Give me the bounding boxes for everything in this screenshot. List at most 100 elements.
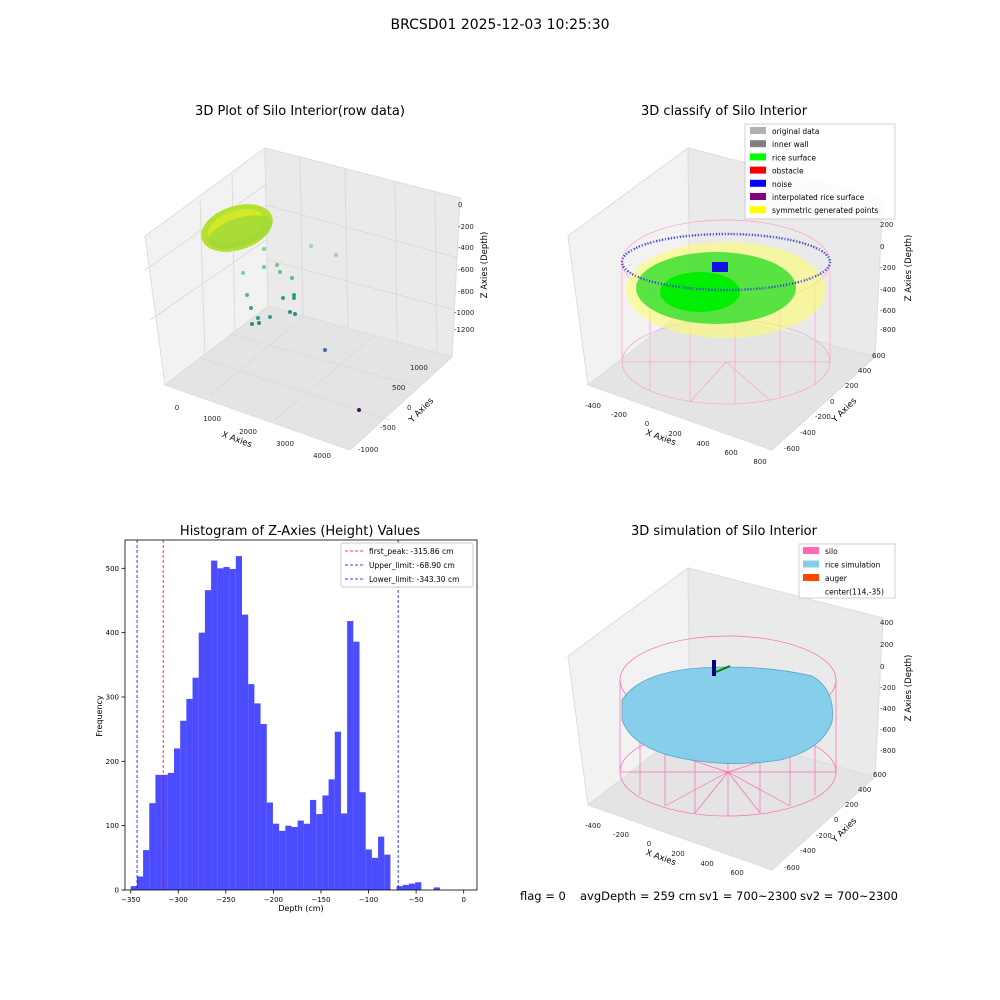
scatter-point <box>293 312 297 316</box>
histogram-bar <box>384 854 391 890</box>
legend-swatch <box>803 547 819 554</box>
sim-ytick: -200 <box>816 832 832 840</box>
legend-swatch <box>803 574 819 581</box>
classify-xtick: 0 <box>645 420 649 428</box>
legend-swatch <box>750 140 766 148</box>
classify-xtick: -200 <box>611 411 627 419</box>
legend-label: auger <box>825 574 848 583</box>
histogram-bar <box>322 795 329 890</box>
raw-xtick: 1000 <box>203 415 221 423</box>
raw-scatter-points <box>241 244 361 412</box>
scatter-point <box>292 296 296 300</box>
sim-ztick: 0 <box>880 663 884 671</box>
histogram-bar <box>211 560 218 890</box>
histogram-bar <box>303 823 311 890</box>
raw-ytick: -1000 <box>358 446 378 454</box>
scatter-point <box>250 322 254 326</box>
histogram-bar <box>359 792 366 890</box>
scatter-point <box>323 348 327 352</box>
y-tick-label: 100 <box>106 822 119 830</box>
histogram-bar <box>204 590 212 890</box>
raw-xtick: 3000 <box>276 440 294 448</box>
scatter-point <box>288 310 292 314</box>
y-tick-label: 200 <box>106 758 119 766</box>
simulation-3d-plot: -400 -200 0 200 400 600 600 400 200 0 -2… <box>567 543 914 877</box>
scatter-point <box>334 253 338 257</box>
classify-zlabel: Z Axies (Depth) <box>904 235 914 302</box>
x-tick-label: −200 <box>264 896 283 904</box>
x-tick-label: −50 <box>409 896 424 904</box>
raw-ztick: -1200 <box>454 326 474 334</box>
y-tick-label: 400 <box>106 629 119 637</box>
simulation-plot-title: 3D simulation of Silo Interior <box>631 524 817 539</box>
classify-ztick: 200 <box>880 221 893 229</box>
sim-ztick: -200 <box>880 684 896 692</box>
classify-ytick: 200 <box>845 382 858 390</box>
classify-ytick: 400 <box>858 367 871 375</box>
y-tick-label: 300 <box>106 693 119 701</box>
legend-swatch <box>750 166 766 174</box>
histogram-bar <box>378 836 385 890</box>
sim-ytick: -600 <box>784 864 800 872</box>
legend-label: obstacle <box>772 167 804 176</box>
classify-ztick: -200 <box>880 264 896 272</box>
classify-ztick: -400 <box>880 286 896 294</box>
histogram-bar <box>198 632 205 890</box>
histogram-bar <box>248 684 255 890</box>
raw-ztick: -200 <box>458 223 474 231</box>
histogram-bar <box>402 884 409 890</box>
classify-3d-plot: -400 -200 0 200 400 600 800 600 400 200 … <box>567 123 914 466</box>
histogram-bar <box>371 857 379 890</box>
sim-xtick: 400 <box>700 860 713 868</box>
histogram-bar <box>235 556 243 890</box>
y-tick-label: 500 <box>106 565 119 573</box>
x-tick-label: −100 <box>359 896 378 904</box>
scatter-point <box>309 244 313 248</box>
legend-label: rice surface <box>772 153 816 162</box>
histogram-bar <box>266 802 273 890</box>
sim-ytick: -400 <box>800 847 816 855</box>
legend-label: first_peak: -315.86 cm <box>369 547 453 556</box>
histogram-bar <box>408 883 416 890</box>
classify-point-cloud <box>620 232 832 338</box>
scatter-point <box>249 306 253 310</box>
histogram-bar <box>310 799 317 890</box>
classify-legend: original data inner wall rice surface obsta… <box>744 123 896 220</box>
scatter-point <box>245 293 249 297</box>
histogram-bar <box>229 568 236 890</box>
legend-label: interpolated rice surface <box>772 193 865 202</box>
histogram-bar <box>353 641 360 890</box>
classify-xtick: 800 <box>753 458 766 466</box>
raw-xtick: 2000 <box>239 428 257 436</box>
histogram-bar <box>279 830 286 890</box>
scatter-point <box>256 316 260 320</box>
histogram-bar <box>167 772 174 890</box>
scatter-point <box>292 293 296 297</box>
histogram-title: Histogram of Z-Axies (Height) Values <box>179 524 421 539</box>
scatter-point <box>357 408 361 412</box>
histogram-y-axis: 0 100 200 300 400 500 <box>106 565 125 895</box>
classify-ztick: -800 <box>880 326 896 334</box>
raw-xtick: 0 <box>175 404 179 412</box>
classify-xtick: 400 <box>696 440 709 448</box>
x-tick-label: −250 <box>216 896 235 904</box>
scatter-point <box>268 315 272 319</box>
raw-3d-plot: 0 1000 2000 3000 4000 1000 500 0 -500 -1… <box>144 147 490 460</box>
legend-swatch <box>750 193 766 200</box>
classify-ztick: -600 <box>880 307 896 315</box>
legend-label: Upper_limit: -68.90 cm <box>369 561 455 570</box>
sim-zlabel: Z Axies (Depth) <box>904 655 914 722</box>
raw-plot-title: 3D Plot of Silo Interior(row data) <box>195 104 405 119</box>
scatter-point <box>278 270 282 274</box>
sim-ytick: 600 <box>873 771 886 779</box>
figure-title: BRCSD01 2025-12-03 10:25:30 <box>390 17 610 33</box>
x-tick-label: −300 <box>169 896 188 904</box>
sim-ztick: -600 <box>880 726 896 734</box>
histogram-threshold-lines <box>136 540 399 890</box>
scatter-point <box>262 247 266 251</box>
legend-label: noise <box>772 180 792 189</box>
legend-swatch <box>750 179 766 187</box>
scatter-point <box>281 296 285 300</box>
legend-label: Lower_limit: -343.30 cm <box>369 575 459 584</box>
raw-ytick: 500 <box>392 384 405 392</box>
